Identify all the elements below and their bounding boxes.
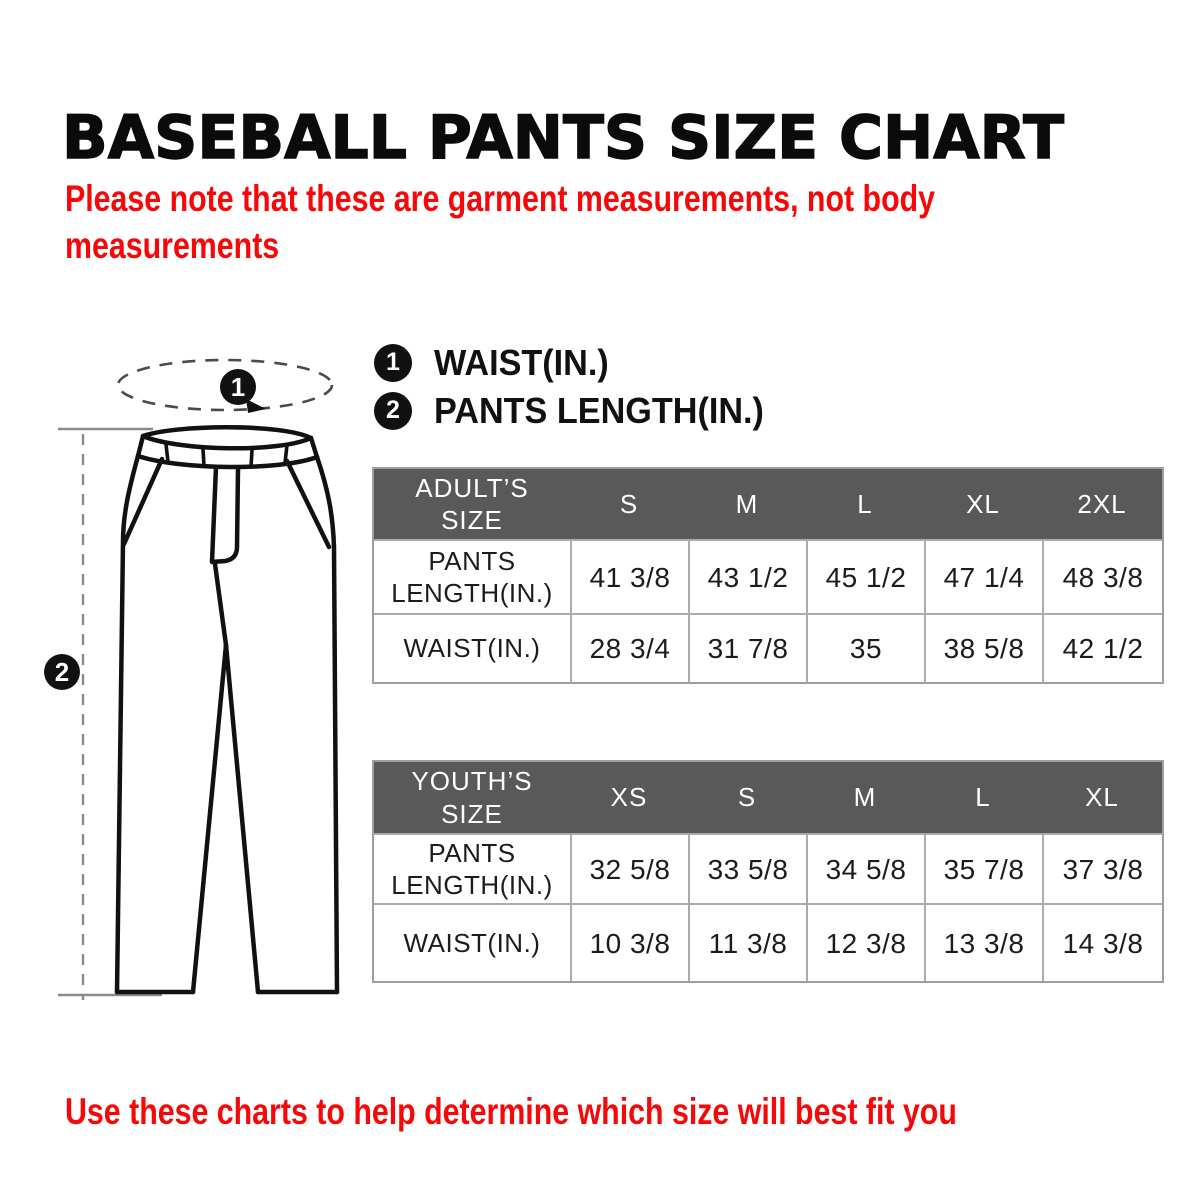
adult-pants-length-row: PANTS LENGTH(IN.) 41 3/8 43 1/2 45 1/2 4… bbox=[374, 539, 1162, 613]
value-cell: 14 3/8 bbox=[1042, 903, 1162, 981]
youth-col-xs: XS bbox=[570, 762, 688, 833]
diagram-marker-waist: 1 bbox=[220, 369, 256, 405]
legend-label-waist: WAIST(IN.) bbox=[434, 341, 609, 383]
value-cell: 33 5/8 bbox=[688, 833, 806, 903]
legend-item-waist: 1 WAIST(IN.) bbox=[374, 339, 781, 386]
pants-outline bbox=[114, 425, 340, 995]
waist-measure-arrow-icon bbox=[246, 399, 266, 413]
adult-col-xl: XL bbox=[924, 469, 1042, 539]
youth-pants-length-row: PANTS LENGTH(IN.) 32 5/8 33 5/8 34 5/8 3… bbox=[374, 833, 1162, 903]
svg-text:1: 1 bbox=[231, 372, 245, 402]
value-cell: 12 3/8 bbox=[806, 903, 924, 981]
value-cell: 10 3/8 bbox=[570, 903, 688, 981]
fit-advice-note: Use these charts to help determine which… bbox=[65, 1091, 957, 1132]
value-cell: 45 1/2 bbox=[806, 539, 924, 613]
adult-waist-row: WAIST(IN.) 28 3/4 31 7/8 35 38 5/8 42 1/… bbox=[374, 613, 1162, 682]
adult-col-m: M bbox=[688, 469, 806, 539]
adult-col-s: S bbox=[570, 469, 688, 539]
garment-measurement-note: Please note that these are garment measu… bbox=[65, 178, 936, 266]
youth-col-s: S bbox=[688, 762, 806, 833]
value-cell: 42 1/2 bbox=[1042, 613, 1162, 682]
youth-col-xl: XL bbox=[1042, 762, 1162, 833]
length-marker-icon: 2 bbox=[374, 391, 412, 430]
value-cell: 35 7/8 bbox=[924, 833, 1042, 903]
adult-table-title-cell: ADULT’S SIZE bbox=[374, 469, 570, 539]
adult-size-table: ADULT’S SIZE S M L XL 2XL PANTS LENGTH(I… bbox=[372, 467, 1164, 684]
youth-col-m: M bbox=[806, 762, 924, 833]
row-label: WAIST(IN.) bbox=[374, 613, 570, 682]
youth-col-l: L bbox=[924, 762, 1042, 833]
length-measure-lines bbox=[58, 427, 162, 1000]
measurement-legend: 1 WAIST(IN.) 2 PANTS LENGTH(IN.) bbox=[374, 339, 781, 435]
value-cell: 34 5/8 bbox=[806, 833, 924, 903]
youth-table-title-cell: YOUTH’S SIZE bbox=[374, 762, 570, 833]
legend-item-pants-length: 2 PANTS LENGTH(IN.) bbox=[374, 387, 781, 434]
youth-size-table: YOUTH’S SIZE XS S M L XL PANTS LENGTH(IN… bbox=[372, 760, 1164, 983]
value-cell: 32 5/8 bbox=[570, 833, 688, 903]
value-cell: 48 3/8 bbox=[1042, 539, 1162, 613]
value-cell: 43 1/2 bbox=[688, 539, 806, 613]
value-cell: 31 7/8 bbox=[688, 613, 806, 682]
value-cell: 41 3/8 bbox=[570, 539, 688, 613]
row-label: PANTS LENGTH(IN.) bbox=[374, 833, 570, 903]
adult-table-header-row: ADULT’S SIZE S M L XL 2XL bbox=[374, 469, 1162, 539]
adult-col-2xl: 2XL bbox=[1042, 469, 1162, 539]
value-cell: 37 3/8 bbox=[1042, 833, 1162, 903]
value-cell: 35 bbox=[806, 613, 924, 682]
svg-text:2: 2 bbox=[55, 657, 69, 687]
youth-table-header-row: YOUTH’S SIZE XS S M L XL bbox=[374, 762, 1162, 833]
row-label: PANTS LENGTH(IN.) bbox=[374, 539, 570, 613]
adult-col-l: L bbox=[806, 469, 924, 539]
youth-waist-row: WAIST(IN.) 10 3/8 11 3/8 12 3/8 13 3/8 1… bbox=[374, 903, 1162, 981]
waist-measure-ellipse bbox=[116, 358, 334, 412]
page-title: BASEBALL PANTS SIZE CHART bbox=[61, 102, 1065, 174]
diagram-marker-length: 2 bbox=[44, 654, 80, 690]
value-cell: 47 1/4 bbox=[924, 539, 1042, 613]
value-cell: 28 3/4 bbox=[570, 613, 688, 682]
value-cell: 13 3/8 bbox=[924, 903, 1042, 981]
legend-label-pants-length: PANTS LENGTH(IN.) bbox=[434, 389, 764, 431]
value-cell: 38 5/8 bbox=[924, 613, 1042, 682]
pants-diagram: 1 2 bbox=[44, 358, 340, 1000]
waist-marker-icon: 1 bbox=[374, 343, 412, 382]
row-label: WAIST(IN.) bbox=[374, 903, 570, 981]
value-cell: 11 3/8 bbox=[688, 903, 806, 981]
